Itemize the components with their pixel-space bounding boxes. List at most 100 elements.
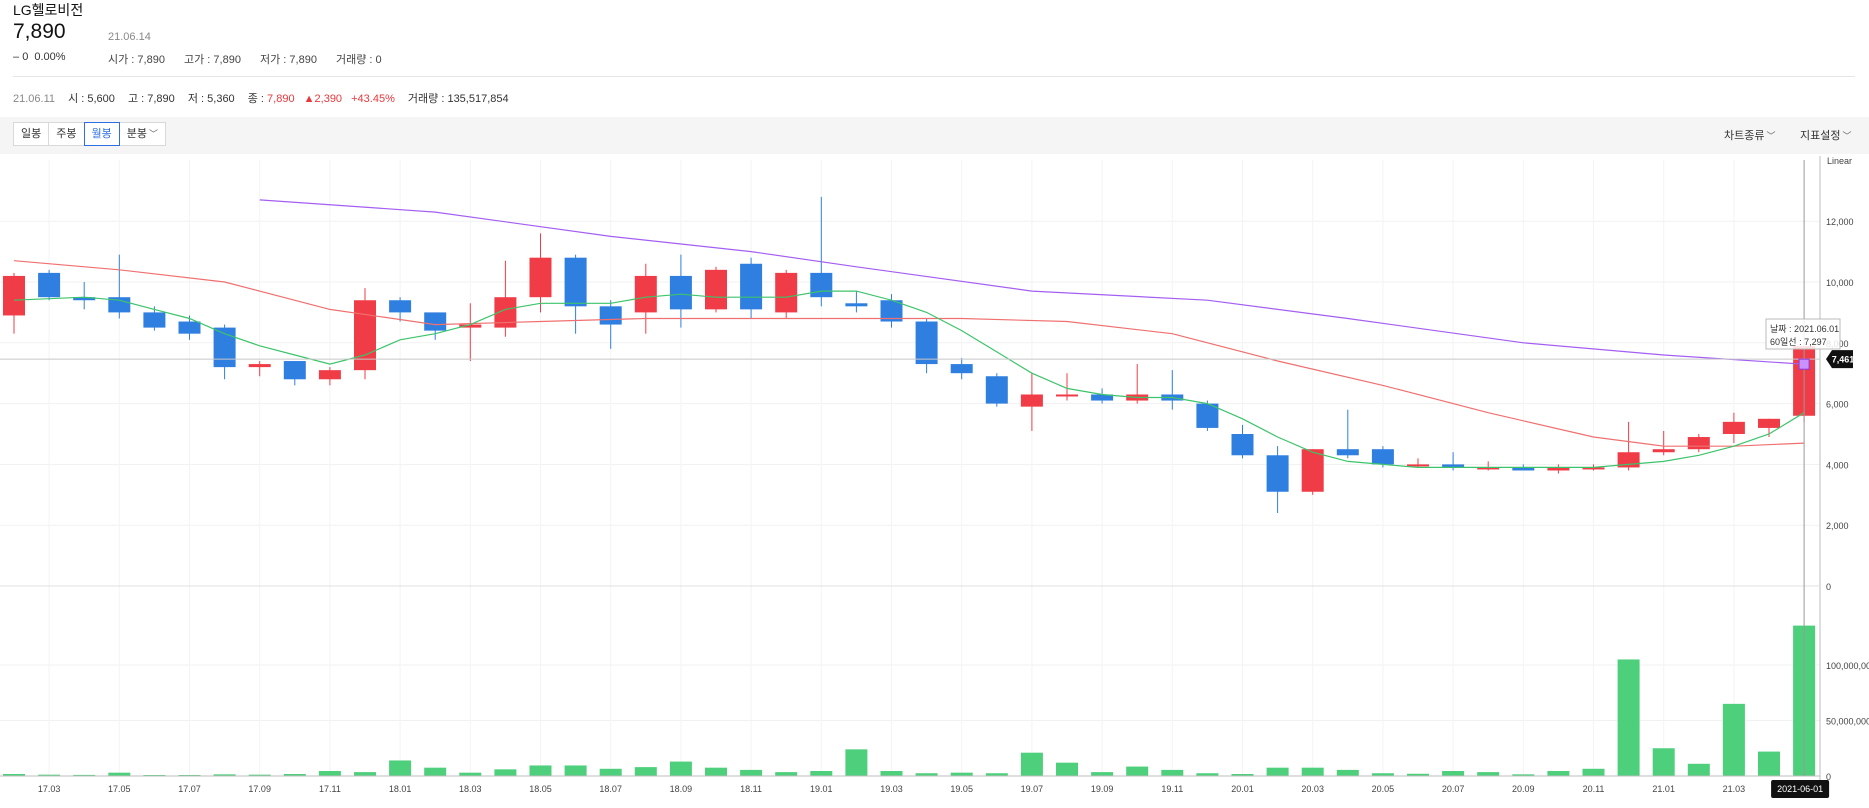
volume-bar bbox=[845, 749, 868, 776]
volume-bar bbox=[1020, 752, 1043, 776]
candle-body bbox=[1266, 455, 1289, 492]
volume-bar bbox=[634, 767, 657, 776]
volume: 거래량 : 0 bbox=[336, 54, 382, 66]
chevron-down-icon: ﹀ bbox=[149, 129, 159, 139]
candle-body bbox=[73, 297, 96, 301]
time-tick-label: 19.11 bbox=[1161, 784, 1183, 794]
crosshair-date-badge bbox=[1771, 780, 1830, 798]
divider bbox=[13, 76, 1855, 77]
volume-bar bbox=[1266, 767, 1289, 776]
candle-body bbox=[38, 272, 61, 298]
volume-bar bbox=[38, 774, 61, 776]
volume-tick-label: 0 bbox=[1826, 772, 1831, 782]
tooltip-box bbox=[1765, 318, 1841, 350]
volume-bar bbox=[1161, 769, 1184, 776]
time-tick-label: 18.11 bbox=[740, 784, 762, 794]
candle-body bbox=[143, 312, 166, 328]
volume-bar bbox=[283, 774, 306, 776]
volume-bar bbox=[1758, 751, 1780, 776]
volume-bar bbox=[1126, 766, 1149, 776]
candle-body bbox=[1687, 437, 1710, 450]
volume-bar bbox=[459, 772, 482, 776]
time-tick-label: 20.11 bbox=[1583, 784, 1605, 794]
summary-high: 고 : 7,890 bbox=[127, 93, 175, 105]
time-tick-label: 21.01 bbox=[1652, 784, 1675, 794]
candle-summary: 21.06.11 시 : 5,600 고 : 7,890 저 : 5,360 종… bbox=[13, 90, 509, 106]
price-tick-label: 12,000 bbox=[1826, 217, 1854, 227]
candle-body bbox=[950, 364, 973, 374]
price-tick-label: 6,000 bbox=[1826, 400, 1849, 410]
volume-bar bbox=[1407, 773, 1429, 776]
volume-bar bbox=[705, 767, 727, 776]
volume-bar bbox=[354, 772, 376, 776]
volume-bar bbox=[1512, 774, 1535, 776]
candle-body bbox=[248, 364, 271, 368]
volume-bar bbox=[108, 772, 131, 776]
stock-name: LG헬로비전 bbox=[13, 2, 84, 18]
volume-bar bbox=[1582, 768, 1605, 776]
candle-body bbox=[915, 321, 938, 365]
ma20-line bbox=[13, 260, 1805, 447]
indicator-settings-button[interactable]: 지표설정 ﹀ bbox=[1800, 130, 1852, 142]
volume-bar bbox=[389, 760, 412, 776]
candle-body bbox=[1652, 449, 1675, 453]
time-tick-label: 20.03 bbox=[1301, 784, 1324, 794]
period-tabs: 일봉 주봉 월봉 분봉 ﹀ bbox=[13, 122, 167, 146]
volume-bar bbox=[3, 774, 25, 776]
candle-body bbox=[283, 361, 306, 380]
candle-body bbox=[108, 297, 131, 313]
candle-body bbox=[1371, 449, 1394, 465]
volume-bar bbox=[669, 761, 692, 776]
volume-bar bbox=[810, 771, 833, 776]
quote-date: 21.06.14 bbox=[108, 31, 151, 43]
tab-weekly[interactable]: 주봉 bbox=[48, 122, 85, 146]
tab-daily[interactable]: 일봉 bbox=[13, 122, 50, 146]
volume-bar bbox=[1196, 773, 1219, 776]
summary-change-pct: +43.45% bbox=[351, 93, 395, 105]
time-tick-label: 17.05 bbox=[108, 784, 131, 794]
tab-minute[interactable]: 분봉 ﹀ bbox=[118, 122, 167, 146]
volume-bar bbox=[985, 773, 1008, 776]
candle-body bbox=[1512, 467, 1535, 471]
candle-body bbox=[1758, 418, 1780, 428]
candle-body bbox=[810, 272, 833, 298]
chart-type-button[interactable]: 차트종류 ﹀ bbox=[1724, 130, 1776, 142]
volume-bar bbox=[740, 769, 763, 776]
volume-bar bbox=[950, 772, 973, 776]
time-tick-label: 18.07 bbox=[599, 784, 622, 794]
flat-icon: ‒ bbox=[13, 51, 20, 63]
volume-bar bbox=[1371, 773, 1394, 776]
volume-bar bbox=[915, 773, 938, 776]
volume-bar bbox=[1547, 771, 1570, 776]
candle-body bbox=[880, 300, 903, 322]
time-tick-label: 20.07 bbox=[1442, 784, 1465, 794]
volume-bar bbox=[73, 774, 96, 776]
candle-body bbox=[1582, 467, 1605, 470]
crosshair-price: 7,461 bbox=[1832, 355, 1855, 365]
crosshair-price-badge bbox=[1826, 350, 1853, 369]
tab-monthly[interactable]: 월봉 bbox=[83, 122, 120, 146]
current-price: 7,890 bbox=[13, 20, 66, 43]
volume-bar bbox=[1301, 767, 1324, 776]
price-tick-label: 0 bbox=[1826, 582, 1831, 592]
low-price: 저가 : 7,890 bbox=[260, 54, 317, 66]
volume-bar bbox=[1477, 772, 1500, 776]
candle-body bbox=[1547, 467, 1570, 471]
price-tick-label: 10,000 bbox=[1826, 278, 1854, 288]
tooltip-date: 날짜 : 2021.06.01 bbox=[1770, 324, 1839, 334]
time-tick-label: 20.05 bbox=[1372, 784, 1395, 794]
time-tick-label: 20.01 bbox=[1231, 784, 1254, 794]
volume-bar bbox=[248, 774, 271, 776]
volume-bar bbox=[494, 769, 517, 776]
candle-body bbox=[1020, 394, 1043, 407]
volume-bar bbox=[564, 765, 587, 776]
volume-bar bbox=[1687, 763, 1710, 776]
ma60-marker bbox=[1798, 358, 1810, 370]
crosshair-date: 2021-06-01 bbox=[1777, 784, 1823, 794]
summary-date: 21.06.11 bbox=[13, 93, 56, 105]
time-tick-label: 19.05 bbox=[950, 784, 973, 794]
volume-bar bbox=[599, 768, 622, 776]
volume-bar bbox=[1056, 762, 1078, 776]
candle-body bbox=[1407, 464, 1429, 467]
